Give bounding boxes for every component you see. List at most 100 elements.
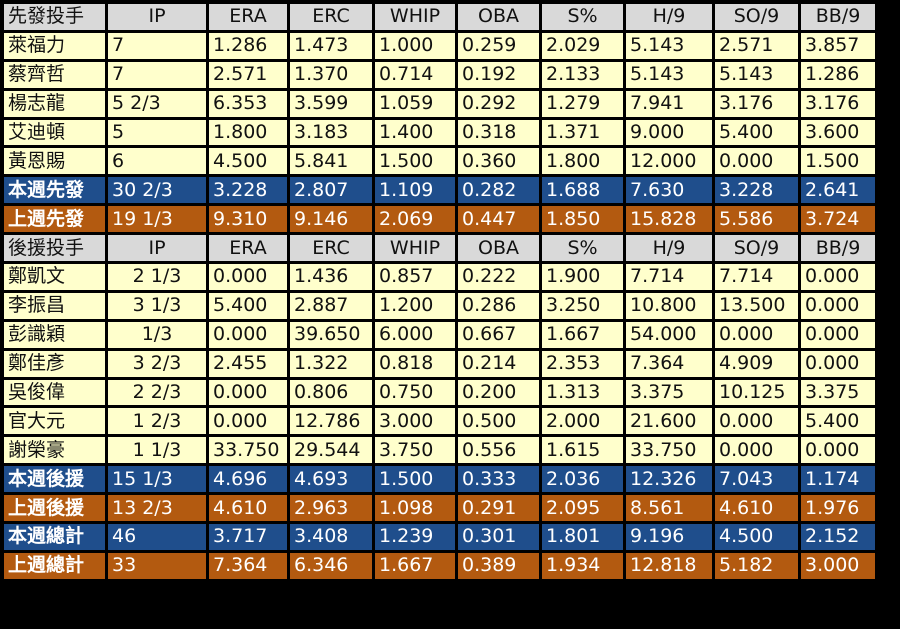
stat-cell: 5.182 [715,552,798,579]
player-row: 彭識穎 1/3 0.000 39.650 6.000 0.667 1.667 54.000 0.… [4,321,875,348]
stat-cell: 0.200 [458,379,539,406]
player-row: 鄭凱文 2 1/3 0.000 1.436 0.857 0.222 1.900 7.714 7.… [4,264,875,290]
stat-cell: SO/9 [715,235,798,262]
stat-cell: 6.346 [290,552,372,579]
stat-cell: 2 2/3 [108,379,206,406]
stat-cell: 0.000 [801,350,875,377]
stat-cell: 4.909 [715,350,798,377]
stat-cell: 0.222 [458,264,539,290]
player-row: 李振昌 3 1/3 5.400 2.887 1.200 0.286 3.250 10.800 1… [4,292,875,319]
stat-cell: 3.000 [375,408,455,435]
stat-cell: 12.000 [626,148,712,175]
stat-cell: 1.976 [801,495,875,522]
stat-cell: 4.500 [209,148,287,175]
stat-cell: 3.183 [290,119,372,146]
stat-cell: OBA [458,235,539,262]
row-label-cell: 上週總計 [4,552,105,579]
stat-cell: H/9 [626,235,712,262]
stat-cell: 1.473 [290,32,372,59]
stat-cell: 3.000 [801,552,875,579]
player-row: 鄭佳彥 3 2/3 2.455 1.322 0.818 0.214 2.353 7.364 4.… [4,350,875,377]
stat-cell: 0.000 [209,379,287,406]
stat-cell: 2 1/3 [108,264,206,290]
stat-cell: 1.801 [542,524,623,550]
stat-cell: 1/3 [108,321,206,348]
this-week-summary-row: 本週後援 15 1/3 4.696 4.693 1.500 0.333 2.036 12.32… [4,466,875,493]
stat-cell: 12.818 [626,552,712,579]
pitching-stats-table: 先發投手 IP ERA ERC WHIP OBA S% H/9 SO/9 BB/9 萊福力 7 1.28… [1,1,878,582]
this-week-total-row: 本週總計 46 3.717 3.408 1.239 0.301 1.801 9.196 4.50… [4,524,875,550]
stat-cell: 0.301 [458,524,539,550]
stat-cell: 1.371 [542,119,623,146]
stat-cell: 3 2/3 [108,350,206,377]
stat-cell: 2.887 [290,292,372,319]
stat-cell: 7.630 [626,177,712,204]
stat-cell: 1.500 [375,148,455,175]
stat-cell: 5 2/3 [108,90,206,117]
stat-cell: 12.786 [290,408,372,435]
stat-cell: 46 [108,524,206,550]
row-label-cell: 後援投手 [4,235,105,262]
row-label-cell: 官大元 [4,408,105,435]
stat-cell: S% [542,235,623,262]
player-row: 黃恩賜 6 4.500 5.841 1.500 0.360 1.800 12.000 0.000… [4,148,875,175]
row-label-cell: 上週先發 [4,206,105,233]
stat-cell: 3.750 [375,437,455,464]
stat-cell: 0.818 [375,350,455,377]
stat-cell: 29.544 [290,437,372,464]
stat-cell: 1.500 [375,466,455,493]
stat-cell: 13 2/3 [108,495,206,522]
stat-cell: 6 [108,148,206,175]
row-label-cell: 萊福力 [4,32,105,59]
stat-cell: 0.000 [801,321,875,348]
stat-cell: 1.800 [542,148,623,175]
section-header-row: 先發投手 IP ERA ERC WHIP OBA S% H/9 SO/9 BB/9 [4,4,875,30]
stat-cell: 5.400 [801,408,875,435]
stat-cell: 0.000 [209,321,287,348]
row-label-cell: 李振昌 [4,292,105,319]
stat-cell: 1.000 [375,32,455,59]
stat-cell: 3.857 [801,32,875,59]
stat-cell: 1.059 [375,90,455,117]
stat-cell: 3.176 [801,90,875,117]
player-row: 萊福力 7 1.286 1.473 1.000 0.259 2.029 5.143 2.571 3… [4,32,875,59]
stat-cell: S% [542,4,623,30]
stat-cell: 12.326 [626,466,712,493]
stat-cell: 0.750 [375,379,455,406]
row-label-cell: 先發投手 [4,4,105,30]
stat-cell: 3.408 [290,524,372,550]
stat-cell: IP [108,235,206,262]
stat-cell: 1.934 [542,552,623,579]
stat-cell: WHIP [375,235,455,262]
stat-cell: 1.900 [542,264,623,290]
stat-cell: 1.400 [375,119,455,146]
stat-cell: 4.500 [715,524,798,550]
stat-cell: 7.714 [715,264,798,290]
stat-cell: 5.143 [715,61,798,88]
row-label-cell: 鄭凱文 [4,264,105,290]
stat-cell: 0.806 [290,379,372,406]
stat-cell: 0.857 [375,264,455,290]
stat-cell: 7.714 [626,264,712,290]
stat-cell: 7 [108,32,206,59]
stat-cell: 0.447 [458,206,539,233]
stat-cell: 0.667 [458,321,539,348]
stat-cell: 2.571 [715,32,798,59]
stat-cell: 2.963 [290,495,372,522]
stat-cell: 7.043 [715,466,798,493]
stat-cell: 10.125 [715,379,798,406]
stat-cell: 1.667 [542,321,623,348]
stat-cell: 1.850 [542,206,623,233]
stat-cell: 1.800 [209,119,287,146]
stat-cell: H/9 [626,4,712,30]
stat-cell: 0.000 [715,408,798,435]
stat-cell: 0.291 [458,495,539,522]
stat-cell: 6.000 [375,321,455,348]
stat-cell: 3.600 [801,119,875,146]
stat-cell: ERA [209,235,287,262]
stat-cell: 3.228 [715,177,798,204]
stat-cell: 1.174 [801,466,875,493]
stat-cell: 19 1/3 [108,206,206,233]
stat-cell: 5.400 [715,119,798,146]
stat-cell: 0.192 [458,61,539,88]
